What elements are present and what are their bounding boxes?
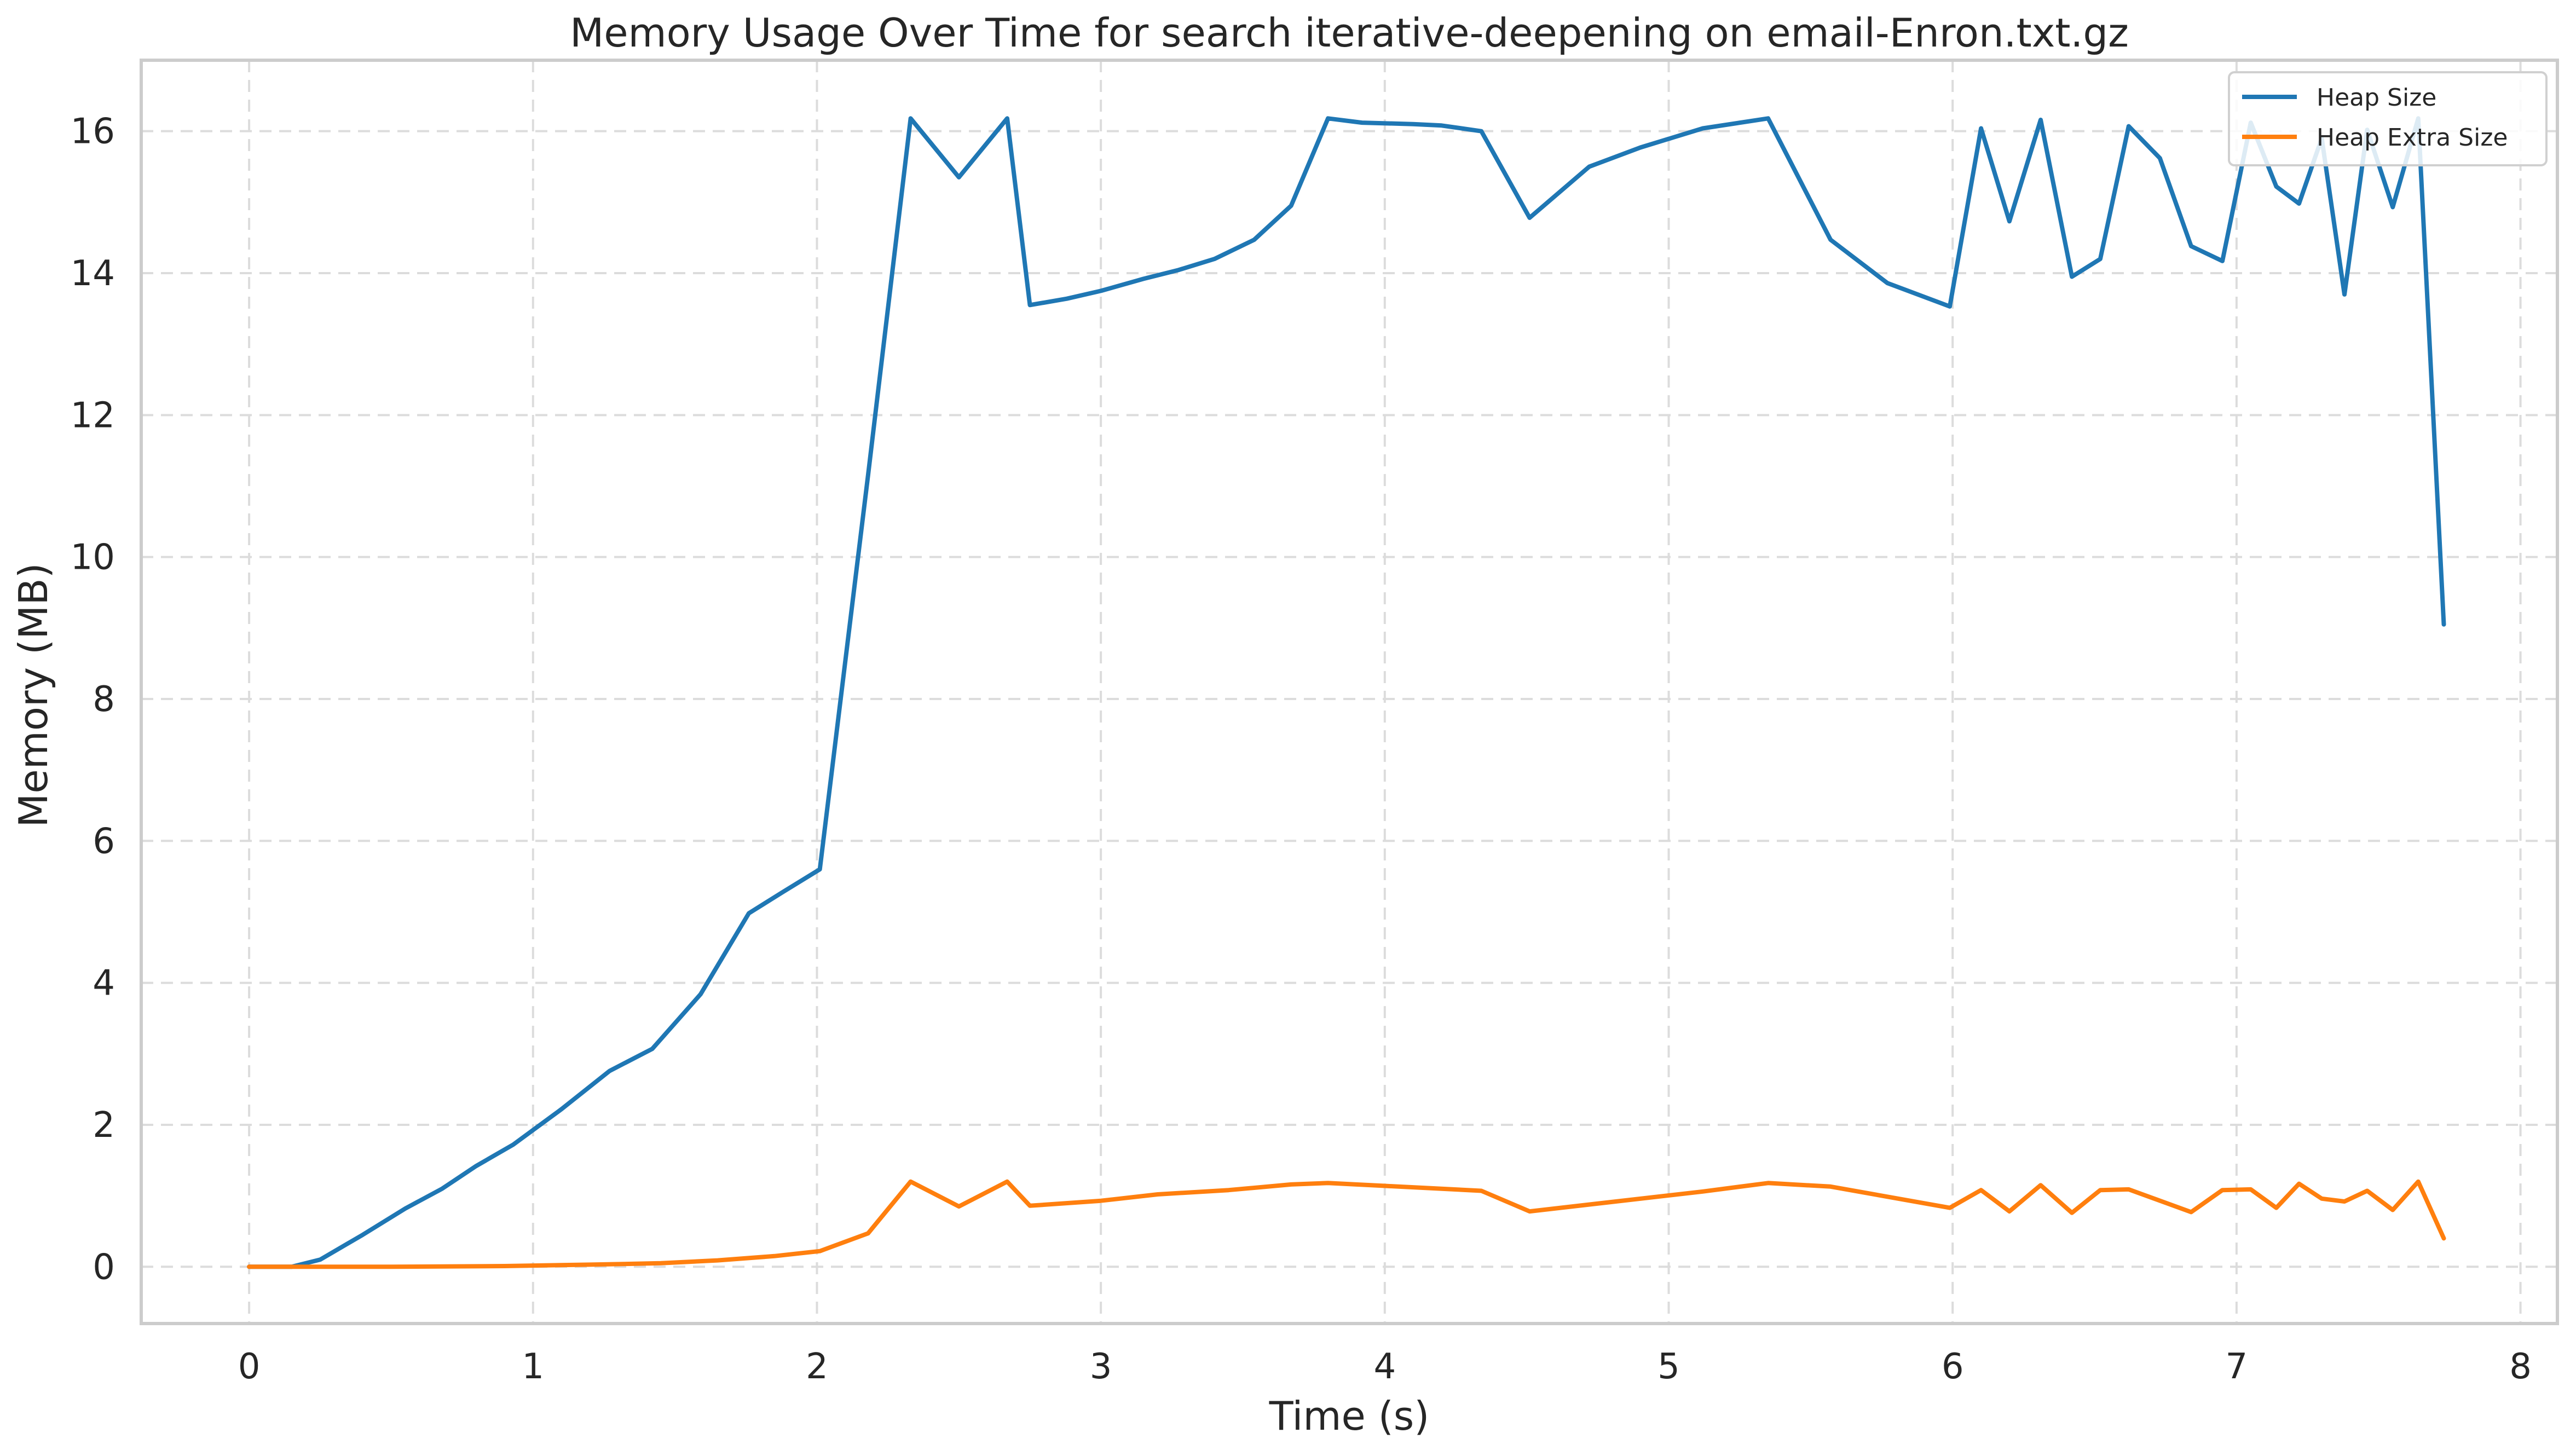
y-tick-label: 14 xyxy=(71,253,115,294)
gridlines xyxy=(141,60,2557,1324)
x-tick-label: 1 xyxy=(522,1347,544,1387)
y-axis-title: Memory (MB) xyxy=(10,563,56,827)
legend-label-heap-extra-size: Heap Extra Size xyxy=(2317,124,2508,152)
y-axis-ticks: 0 2 4 6 8 10 12 14 16 xyxy=(71,112,115,1288)
legend-label-heap-size: Heap Size xyxy=(2317,84,2436,112)
y-tick-label: 0 xyxy=(93,1247,115,1287)
x-tick-label: 5 xyxy=(1657,1347,1680,1387)
legend: Heap Size Heap Extra Size xyxy=(2228,71,2548,166)
x-tick-label: 2 xyxy=(806,1347,828,1387)
x-axis-ticks: 0 1 2 3 4 5 6 7 8 xyxy=(238,1347,2532,1387)
y-tick-label: 10 xyxy=(71,538,115,578)
plot-frame xyxy=(140,59,2559,1325)
series-line-heap-extra-size xyxy=(247,1179,2446,1269)
x-tick-label: 3 xyxy=(1090,1347,1112,1387)
series-lines xyxy=(247,116,2446,1269)
y-tick-label: 8 xyxy=(93,679,115,720)
chart-title: Memory Usage Over Time for search iterat… xyxy=(570,10,2129,56)
y-tick-label: 4 xyxy=(93,963,115,1004)
y-tick-label: 6 xyxy=(93,821,115,862)
x-tick-label: 4 xyxy=(1373,1347,1396,1387)
x-tick-label: 6 xyxy=(1942,1347,1964,1387)
x-axis-title: Time (s) xyxy=(1269,1393,1430,1439)
y-tick-label: 16 xyxy=(71,112,115,152)
y-tick-label: 12 xyxy=(71,395,115,436)
x-tick-label: 0 xyxy=(238,1347,261,1387)
series-line-heap-size xyxy=(247,116,2446,1269)
y-tick-label: 2 xyxy=(93,1105,115,1146)
x-tick-label: 7 xyxy=(2226,1347,2248,1387)
x-tick-label: 8 xyxy=(2509,1347,2532,1387)
legend-box xyxy=(2228,71,2548,166)
